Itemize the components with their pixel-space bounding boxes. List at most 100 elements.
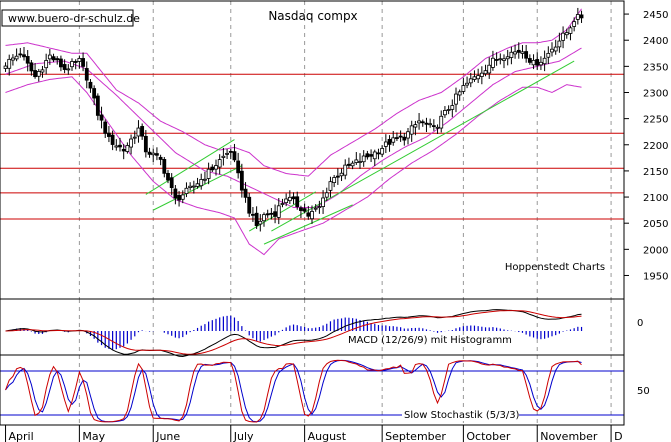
candle-body (36, 71, 41, 77)
candle-body (417, 120, 421, 124)
candle-body (66, 68, 71, 71)
candle-body (524, 51, 529, 59)
candle-body (33, 70, 37, 78)
candle-body (166, 172, 170, 181)
candle-body (310, 210, 314, 220)
candle-body (7, 58, 12, 69)
candle-body (479, 72, 484, 77)
month-label: April (9, 430, 34, 442)
candle-body (188, 185, 193, 188)
candle-body (118, 144, 122, 148)
month-label: September (385, 430, 446, 442)
candle-body (435, 126, 440, 129)
candle-body (443, 110, 447, 116)
candle-body (70, 61, 74, 68)
candle-body (236, 160, 241, 174)
candle-body (18, 53, 23, 56)
candle-body (243, 188, 248, 198)
candle-body (487, 64, 492, 74)
candle-body (191, 185, 196, 188)
source-label: Hoppenstedt Charts (505, 262, 605, 273)
candle-body (129, 138, 133, 148)
candle-body (143, 135, 148, 153)
candle-body (564, 32, 569, 36)
candle-body (561, 32, 565, 41)
candle-body (527, 58, 532, 63)
candle-body (92, 88, 97, 99)
middle-band (5, 47, 582, 208)
macd-label: MACD (12/26/9) mit Histogramm (348, 335, 512, 346)
candle-body (155, 153, 159, 156)
candle-body (502, 58, 506, 61)
candle-body (413, 124, 418, 128)
candle-body (302, 208, 307, 212)
y-tick-label: 2400 (643, 36, 668, 47)
candle-body (424, 122, 429, 125)
y-tick-label: 2300 (643, 88, 668, 99)
candle-body (494, 59, 499, 61)
candle-body (531, 59, 536, 66)
candle-body (88, 81, 93, 89)
stochastic-50-tick: 50 (637, 386, 650, 397)
candle-body (398, 135, 403, 138)
y-tick-label: 2200 (643, 141, 668, 152)
candle-body (324, 192, 329, 198)
candle-body (579, 14, 584, 19)
candle-body (254, 212, 259, 226)
candle-body (354, 159, 359, 163)
y-tick-label: 1950 (643, 271, 668, 282)
candle-body (402, 136, 407, 141)
candle-body (195, 183, 200, 187)
candle-body (291, 196, 296, 200)
stochastic-grid (78, 355, 612, 425)
stochastic-levels (0, 370, 624, 416)
candle-body (276, 205, 281, 218)
candle-body (280, 203, 285, 205)
candle-body (387, 138, 392, 145)
month-label: November (540, 430, 598, 442)
price-panel: 1950 2000 2050 2100 2150 2200 2250 2300 2350 2400… (0, 0, 668, 300)
candle-body (406, 131, 410, 139)
candle-body (84, 68, 89, 81)
candle-body (299, 207, 303, 211)
candle-body (73, 61, 78, 63)
price-candles (3, 7, 584, 232)
trend-line (145, 139, 235, 195)
macd-signal-line (5, 310, 582, 355)
candle-body (121, 148, 126, 152)
candle-body (468, 78, 473, 84)
candle-body (328, 181, 333, 191)
candle-body (313, 207, 318, 210)
candle-body (321, 197, 325, 207)
candle-body (158, 156, 163, 160)
candle-body (439, 115, 444, 129)
macd-lines (5, 309, 582, 358)
candle-body (44, 60, 49, 69)
candle-body (199, 179, 204, 187)
candle-body (317, 206, 322, 209)
candle-body (483, 70, 488, 75)
candle-body (380, 148, 385, 155)
candle-body (546, 52, 551, 58)
candle-body (542, 57, 547, 65)
candle-body (347, 163, 351, 166)
month-label: June (155, 430, 180, 442)
price-y-ticks: 1950 2000 2050 2100 2150 2200 2250 2300 2350 2400… (624, 10, 668, 282)
candle-body (284, 198, 289, 204)
trend-line (263, 204, 353, 245)
candle-body (446, 109, 451, 111)
chart-title: Nasdaq compx (268, 9, 357, 23)
candle-body (95, 95, 100, 116)
candle-body (465, 82, 469, 86)
candle-body (273, 211, 277, 217)
stochastic-label: Slow Stochastik (5/3/3) (404, 410, 520, 421)
y-tick-label: 2350 (643, 62, 668, 73)
candle-body (136, 127, 141, 137)
candle-body (343, 164, 348, 176)
y-tick-label: 2100 (643, 193, 668, 204)
stochastic-label-box (402, 408, 519, 421)
stochastic-k-line (5, 359, 582, 423)
watermark-box (1, 9, 134, 27)
candle-body (395, 137, 399, 139)
